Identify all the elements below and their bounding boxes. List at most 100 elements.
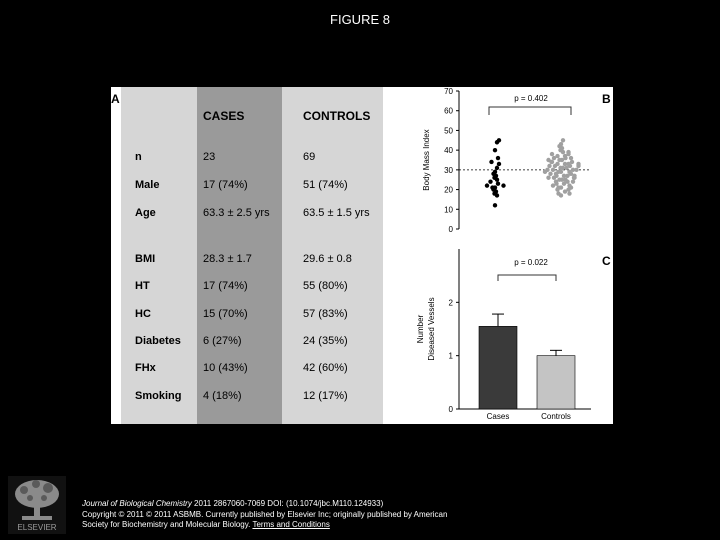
control-point [553,179,559,184]
control-point [572,175,577,180]
logo-text: ELSEVIER [17,523,56,532]
row-label: Smoking [135,390,182,402]
y-tick-label: 0 [449,225,454,234]
control-point [570,167,576,173]
case-point [492,203,498,208]
control-point [566,161,571,167]
cell-cases: 6 (27%) [203,335,242,347]
cell-cases: 15 (70%) [203,308,248,320]
control-point [556,185,561,190]
cases-column-shade [197,87,282,424]
figure-caption: Journal of Biological Chemistry 2011 286… [82,499,642,531]
control-point [558,142,564,147]
control-point [566,149,571,155]
case-point [496,138,502,143]
control-point [557,157,562,163]
control-point [561,173,567,178]
row-label: Age [135,207,156,219]
control-point [556,191,561,196]
control-point [562,189,568,194]
cell-controls: 29.6 ± 0.8 [303,253,352,265]
control-point [555,153,560,159]
panel-a-table: A CASES CONTROLS n 23 69 Male 17 (74%) 51 (74… [111,87,383,424]
control-point [551,155,557,161]
caption-journal: Journal of Biological Chemistry [82,499,192,508]
control-point [561,181,567,186]
cell-cases: 10 (43%) [203,362,248,374]
case-point [495,155,501,161]
control-point [562,153,568,159]
case-point [495,181,501,186]
figure-panel: A CASES CONTROLS n 23 69 Male 17 (74%) 51 (74… [111,87,613,424]
significance-bracket [488,106,572,115]
case-point [492,147,498,153]
row-label: BMI [135,253,156,265]
caption-doi: 2011 2867060-7069 DOI: (10.1074/jbc.M110… [191,499,384,508]
row-label: HC [135,308,151,320]
control-point [576,163,581,169]
y-tick-label: 2 [449,298,454,307]
y-tick-label: 70 [444,87,453,96]
elsevier-logo: ELSEVIER [8,476,66,534]
cell-controls: 51 (74%) [303,179,348,191]
x-tick-label: Controls [541,412,571,421]
case-point [484,183,490,188]
cell-cases: 63.3 ± 2.5 yrs [203,207,270,219]
control-point [562,161,568,167]
row-label: HT [135,280,150,292]
panel-c-bar: 0 1 2 Number Diseased Vessels p = 0.022 Cases… [416,249,591,421]
caption-society: Society for Biochemistry and Molecular B… [82,520,251,529]
control-point [570,179,576,184]
cell-controls: 24 (35%) [303,335,348,347]
case-point [496,161,502,167]
terms-link[interactable]: Terms and Conditions [252,520,330,529]
col-header-controls: CONTROLS [303,109,371,123]
x-tick-label: Cases [487,412,510,421]
control-point [547,163,552,169]
p-value-label: p = 0.402 [514,94,548,103]
y-tick-label: 40 [444,146,453,155]
cell-controls: 55 (80%) [303,280,348,292]
cell-cases: 23 [203,151,216,163]
y-tick-label: 0 [449,405,454,414]
control-point [546,157,551,163]
figure-title: FIGURE 8 [330,12,390,27]
cell-controls: 12 (17%) [303,390,348,402]
y-tick-label: 10 [444,205,453,214]
cell-cases: 4 (18%) [203,390,242,402]
panel-b-scatter: 0 10 20 30 40 50 60 70 Body Mass Index p = 0.402 [422,87,591,234]
cell-cases: 28.3 ± 1.7 [203,253,252,265]
significance-bracket [497,274,557,281]
cell-cases: 17 (74%) [203,280,248,292]
control-point [569,159,575,165]
row-label: n [135,151,142,163]
control-point [549,151,555,157]
y-tick-label: 20 [444,186,453,195]
case-point [492,169,498,175]
control-point [563,177,568,182]
cell-cases: 17 (74%) [203,179,248,191]
y-tick-label: 30 [444,166,453,175]
panel-c-letter: C [602,254,611,268]
y-tick-label: 1 [449,352,454,361]
control-point [565,173,570,178]
y-axis-label: Body Mass Index [422,129,431,190]
control-point [555,161,560,167]
control-point [574,167,579,173]
cell-controls: 69 [303,151,316,163]
control-point [546,175,551,180]
control-point [550,183,556,188]
bar-controls [536,355,576,410]
caption-copyright: Copyright © 2011 © 2011 ASBMB. Currently… [82,509,448,519]
case-point [490,185,495,190]
row-label: Male [135,179,160,191]
control-point [557,177,562,182]
control-point [568,155,574,161]
y-axis-label: Number Diseased Vessels [416,297,436,360]
control-point [550,167,556,173]
p-value-label: p = 0.022 [514,258,548,267]
panel-b-letter: B [602,92,611,106]
control-point [564,165,569,171]
control-point [560,138,566,143]
case-point [489,159,494,165]
